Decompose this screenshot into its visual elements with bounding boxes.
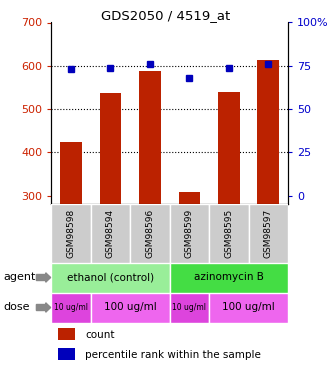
Text: agent: agent [3, 273, 36, 282]
Bar [130, 204, 169, 262]
Text: dose: dose [3, 303, 30, 312]
Text: 10 ug/ml: 10 ug/ml [54, 303, 88, 312]
Text: ethanol (control): ethanol (control) [67, 273, 154, 282]
Text: GSM98596: GSM98596 [145, 209, 155, 258]
Bar [91, 292, 169, 322]
Text: GSM98598: GSM98598 [67, 209, 75, 258]
Text: GSM98595: GSM98595 [224, 209, 233, 258]
Text: GSM98597: GSM98597 [264, 209, 273, 258]
Bar [169, 204, 209, 262]
Bar [209, 204, 249, 262]
Text: azinomycin B: azinomycin B [194, 273, 264, 282]
Bar [51, 292, 91, 322]
Text: GSM98594: GSM98594 [106, 209, 115, 258]
Bar [258, 60, 279, 204]
Bar [218, 92, 240, 204]
Bar [209, 292, 288, 322]
Bar [169, 292, 209, 322]
Bar [51, 262, 169, 292]
Bar [51, 204, 91, 262]
Bar [58, 328, 75, 340]
Bar [58, 348, 75, 360]
Bar [169, 262, 288, 292]
Text: 100 ug/ml: 100 ug/ml [104, 303, 157, 312]
Text: GSM98599: GSM98599 [185, 209, 194, 258]
Text: 100 ug/ml: 100 ug/ml [222, 303, 275, 312]
Bar [60, 142, 82, 204]
Bar [178, 192, 200, 204]
Bar [100, 93, 121, 204]
Text: 10 ug/ml: 10 ug/ml [172, 303, 206, 312]
Text: percentile rank within the sample: percentile rank within the sample [85, 350, 261, 360]
Bar [91, 204, 130, 262]
Text: count: count [85, 330, 115, 340]
Bar [139, 71, 161, 204]
Text: GDS2050 / 4519_at: GDS2050 / 4519_at [101, 9, 230, 22]
Bar [249, 204, 288, 262]
